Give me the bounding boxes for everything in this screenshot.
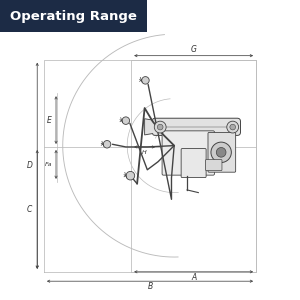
Text: G: G bbox=[191, 45, 197, 54]
Text: Fa: Fa bbox=[45, 162, 52, 167]
Circle shape bbox=[126, 171, 135, 180]
Circle shape bbox=[227, 121, 239, 133]
FancyBboxPatch shape bbox=[206, 160, 222, 171]
Text: C: C bbox=[27, 205, 32, 214]
Text: E: E bbox=[47, 116, 52, 124]
Text: Operating Range: Operating Range bbox=[10, 10, 137, 23]
Circle shape bbox=[211, 142, 231, 163]
Text: H: H bbox=[142, 150, 147, 155]
Circle shape bbox=[216, 148, 226, 157]
Circle shape bbox=[158, 124, 163, 130]
Polygon shape bbox=[145, 119, 153, 135]
Circle shape bbox=[230, 124, 236, 130]
Circle shape bbox=[122, 117, 130, 124]
Text: D: D bbox=[27, 161, 33, 170]
FancyBboxPatch shape bbox=[152, 118, 241, 135]
Circle shape bbox=[142, 76, 149, 84]
FancyBboxPatch shape bbox=[162, 131, 214, 175]
Circle shape bbox=[154, 121, 166, 133]
FancyBboxPatch shape bbox=[208, 133, 236, 172]
FancyBboxPatch shape bbox=[181, 148, 206, 178]
Text: A: A bbox=[191, 273, 196, 282]
Circle shape bbox=[103, 140, 111, 148]
Text: B: B bbox=[147, 281, 153, 290]
